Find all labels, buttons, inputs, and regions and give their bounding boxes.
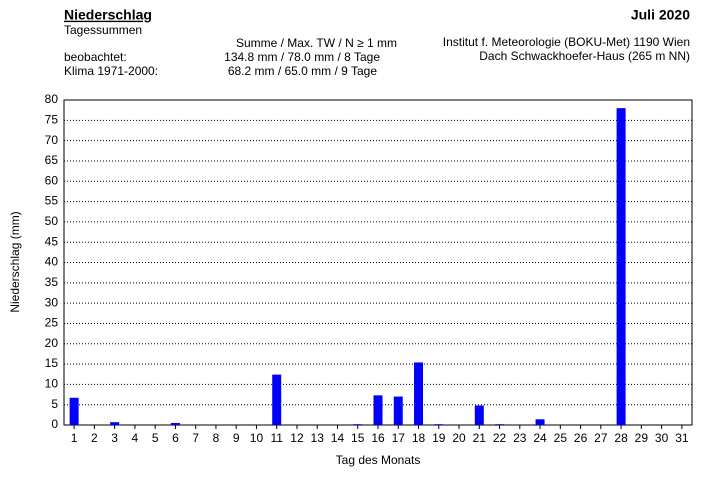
period: Juli 2020 xyxy=(631,7,690,23)
y-tick-label: 55 xyxy=(45,194,59,208)
bar xyxy=(616,108,626,425)
x-tick-label: 17 xyxy=(392,431,406,445)
bar xyxy=(474,405,484,425)
x-tick-label: 23 xyxy=(513,431,527,445)
x-tick-label: 27 xyxy=(594,431,608,445)
bar xyxy=(170,422,180,425)
x-tick-label: 3 xyxy=(111,431,118,445)
bar xyxy=(414,362,424,425)
x-tick-label: 11 xyxy=(270,431,283,445)
y-tick-label: 0 xyxy=(51,417,58,431)
x-tick-label: 26 xyxy=(574,431,588,445)
y-tick-label: 5 xyxy=(51,397,58,411)
annotation: Institut f. Meteorologie (BOKU-Met) 1190… xyxy=(443,35,690,49)
y-tick-label: 35 xyxy=(45,275,59,289)
bar xyxy=(535,419,545,425)
annotation: 134.8 mm / 78.0 mm / 8 Tage xyxy=(224,50,380,64)
bar xyxy=(110,422,120,425)
chart-subtitle: Tagessummen xyxy=(64,23,142,37)
bar xyxy=(393,396,403,425)
bar xyxy=(434,424,444,425)
x-tick-label: 13 xyxy=(311,431,325,445)
x-tick-label: 21 xyxy=(473,431,487,445)
x-tick-label: 10 xyxy=(250,431,264,445)
x-tick-label: 25 xyxy=(554,431,568,445)
bar xyxy=(69,397,79,425)
x-tick-label: 30 xyxy=(655,431,669,445)
y-tick-label: 40 xyxy=(45,255,59,269)
y-tick-label: 10 xyxy=(45,377,59,391)
y-tick-label: 70 xyxy=(45,133,59,147)
y-tick-label: 80 xyxy=(45,92,59,106)
y-tick-label: 15 xyxy=(45,356,59,370)
x-tick-label: 20 xyxy=(452,431,466,445)
y-tick-label: 30 xyxy=(45,295,59,309)
annotation: 68.2 mm / 65.0 mm / 9 Tage xyxy=(228,64,378,78)
y-tick-label: 65 xyxy=(45,153,59,167)
x-tick-label: 19 xyxy=(432,431,446,445)
x-tick-label: 31 xyxy=(675,431,689,445)
y-tick-label: 25 xyxy=(45,316,59,330)
y-tick-label: 45 xyxy=(45,234,59,248)
y-tick-label: 50 xyxy=(45,214,59,228)
x-tick-label: 2 xyxy=(91,431,98,445)
annotation: Klima 1971-2000: xyxy=(64,64,158,78)
bar xyxy=(353,424,363,425)
x-tick-label: 6 xyxy=(172,431,179,445)
x-tick-label: 5 xyxy=(152,431,159,445)
y-axis-label: Niederschlag (mm) xyxy=(8,211,22,312)
chart-title: Niederschlag xyxy=(64,7,152,23)
bar xyxy=(495,424,505,425)
x-tick-label: 29 xyxy=(635,431,649,445)
x-tick-label: 15 xyxy=(351,431,365,445)
bar xyxy=(272,374,282,425)
x-tick-label: 22 xyxy=(493,431,507,445)
annotation: Summe / Max. TW / N ≥ 1 mm xyxy=(236,36,397,50)
x-tick-label: 8 xyxy=(213,431,220,445)
x-tick-label: 24 xyxy=(533,431,547,445)
y-tick-label: 75 xyxy=(45,112,59,126)
x-tick-label: 28 xyxy=(614,431,628,445)
x-tick-label: 12 xyxy=(290,431,304,445)
plot-frame xyxy=(63,99,693,426)
x-tick-label: 18 xyxy=(412,431,426,445)
x-tick-label: 14 xyxy=(331,431,345,445)
x-tick-label: 9 xyxy=(233,431,240,445)
y-tick-label: 60 xyxy=(45,173,59,187)
x-axis-label: Tag des Monats xyxy=(336,453,421,467)
x-tick-label: 4 xyxy=(132,431,139,445)
x-tick-label: 16 xyxy=(371,431,385,445)
y-tick-label: 20 xyxy=(45,336,59,350)
annotation: beobachtet: xyxy=(64,50,127,64)
annotation: Dach Schwackhoefer-Haus (265 m NN) xyxy=(479,49,690,63)
bar xyxy=(373,395,383,425)
x-tick-label: 7 xyxy=(192,431,199,445)
x-tick-label: 1 xyxy=(71,431,78,445)
